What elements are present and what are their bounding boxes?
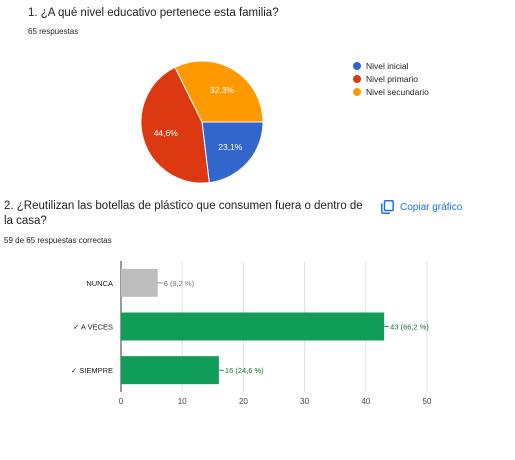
question-2-title: 2. ¿Reutilizan las botellas de plástico … — [4, 200, 363, 227]
x-tick-label: 30 — [300, 397, 309, 406]
legend-dot — [353, 61, 361, 70]
pie-legend: Nivel inicial Nivel primario Nivel secunda… — [353, 59, 429, 98]
x-tick-label: 0 — [119, 397, 124, 406]
pie-slice — [174, 60, 264, 123]
legend-label: Nivel primario — [366, 73, 418, 84]
x-tick-label: 10 — [178, 397, 187, 406]
bar — [121, 356, 219, 385]
value-label: 43 (66,2 %) — [390, 323, 429, 332]
pie-slice-label: 44,6% — [154, 128, 179, 138]
bar — [121, 268, 158, 297]
legend-dot — [353, 87, 361, 96]
pie-slice-label: 32,3% — [210, 85, 235, 95]
legend-label: Nivel secundario — [366, 86, 429, 97]
copy-chart-label: Copiar gráfico — [400, 201, 463, 213]
category-label: ✓ A VECES — [73, 323, 113, 332]
x-tick-label: 50 — [423, 397, 432, 406]
question-1-response-count: 65 respuestas — [28, 27, 79, 36]
value-label: 6 (9,2 %) — [164, 279, 195, 288]
copy-icon — [381, 200, 394, 214]
pie-slice — [140, 66, 210, 184]
pie-slice — [201, 121, 264, 184]
legend-item: Nivel inicial — [353, 59, 429, 72]
legend-item: Nivel secundario — [353, 85, 429, 98]
legend-dot — [353, 74, 361, 83]
x-tick-label: 40 — [361, 397, 370, 406]
category-label: ✓ SIEMPRE — [71, 366, 113, 375]
question-1-title: 1. ¿A qué nivel educativo pertenece esta… — [28, 7, 279, 19]
pie-slice-label: 23,1% — [218, 142, 243, 152]
legend-item: Nivel primario — [353, 72, 429, 85]
question-2-response-count: 59 de 65 respuestas correctas — [4, 236, 112, 245]
x-tick-label: 20 — [239, 397, 248, 406]
value-label: 16 (24,6 %) — [225, 366, 264, 375]
legend-label: Nivel inicial — [366, 60, 409, 71]
bar — [121, 312, 385, 341]
category-label: NUNCA — [86, 279, 113, 288]
copy-chart-button[interactable]: Copiar gráfico — [381, 200, 462, 214]
